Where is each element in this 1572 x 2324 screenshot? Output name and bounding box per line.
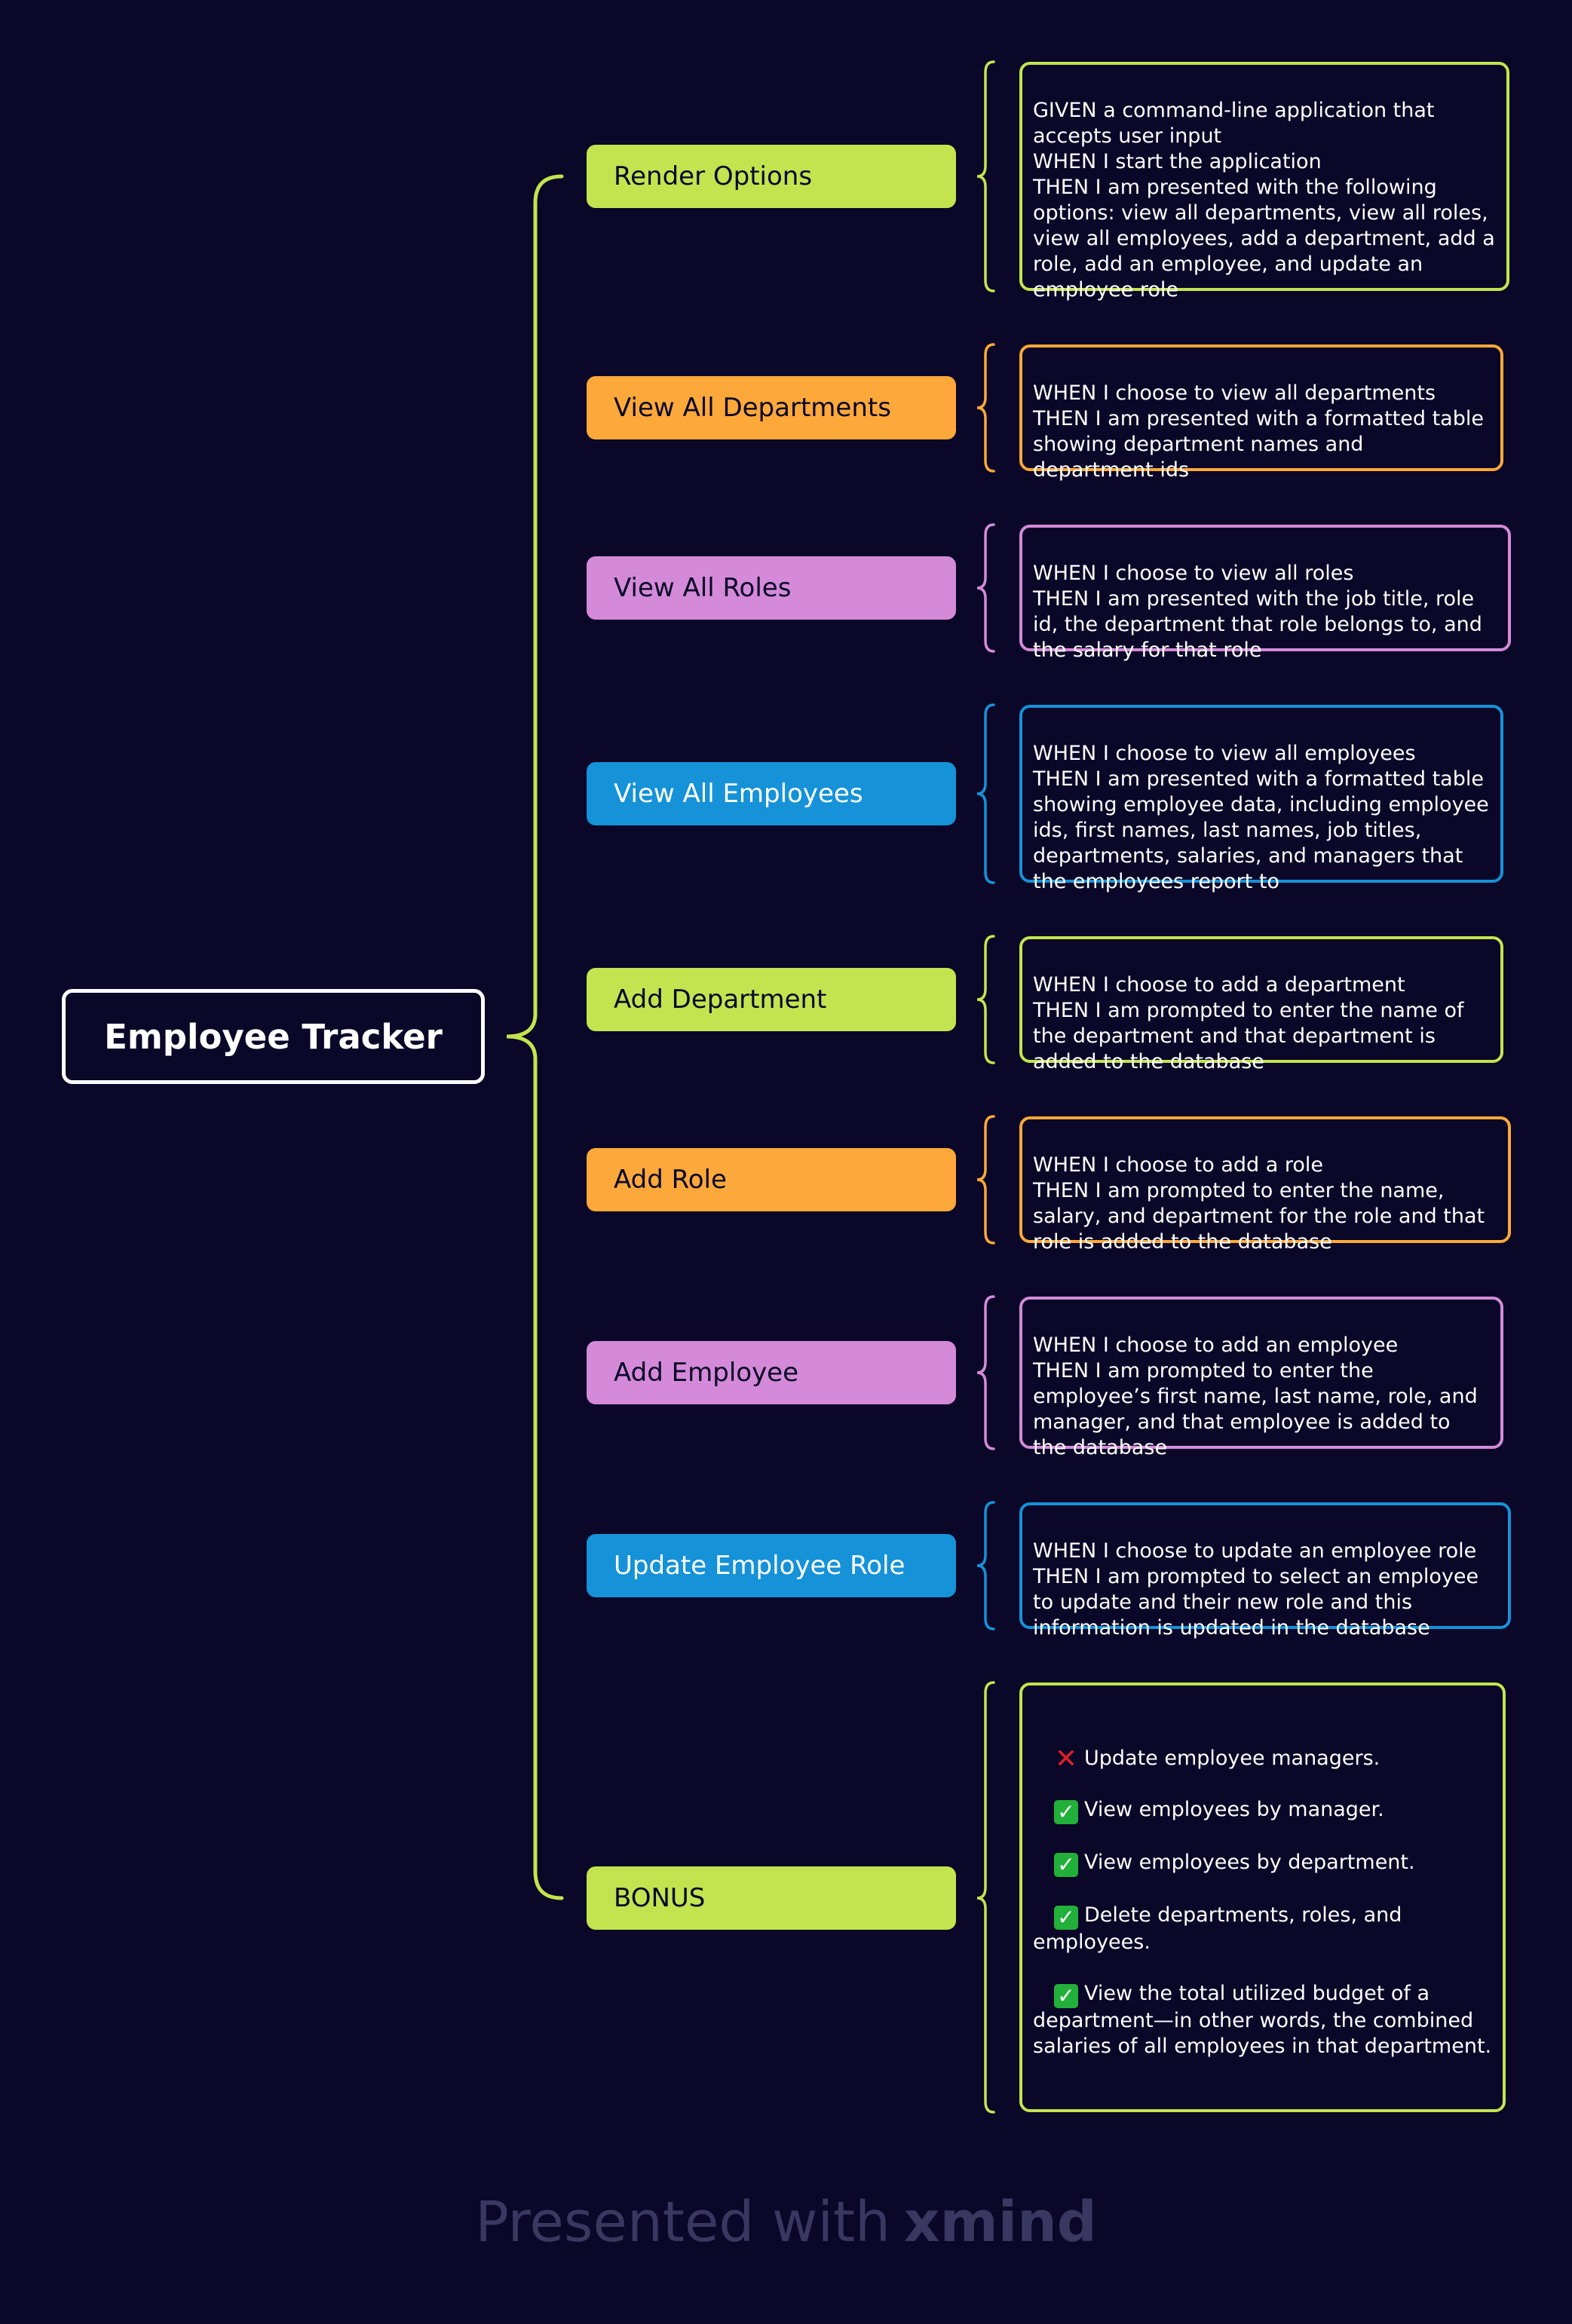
green-checkmark-icon: ✓ bbox=[1054, 1853, 1078, 1877]
detail-view-all-departments[interactable]: WHEN I choose to view all departments TH… bbox=[1019, 344, 1503, 482]
topic-add-role[interactable]: Add Role bbox=[587, 1148, 956, 1211]
detail-text: WHEN I choose to view all roles THEN I a… bbox=[1033, 562, 1482, 662]
topic-label: Add Department bbox=[614, 984, 827, 1015]
topic-label: View All Roles bbox=[614, 573, 792, 603]
bonus-item-text: Update employee managers. bbox=[1084, 1747, 1380, 1770]
topic-bonus[interactable]: BONUS bbox=[587, 1866, 956, 1930]
bonus-item: ✓ Delete departments, roles, and employee… bbox=[1033, 1903, 1492, 1955]
detail-bracket bbox=[976, 703, 995, 884]
detail-text: WHEN I choose to add a role THEN I am pr… bbox=[1033, 1153, 1485, 1254]
topic-view-all-departments[interactable]: View All Departments bbox=[587, 376, 956, 439]
topic-label: View All Departments bbox=[614, 393, 891, 423]
bonus-item: ✓ View employees by manager. bbox=[1033, 1797, 1492, 1824]
topic-update-employee-role[interactable]: Update Employee Role bbox=[587, 1534, 956, 1597]
bonus-item-text: View employees by department. bbox=[1084, 1851, 1415, 1874]
green-checkmark-icon: ✓ bbox=[1054, 1800, 1078, 1824]
detail-view-all-roles[interactable]: WHEN I choose to view all roles THEN I a… bbox=[1019, 525, 1511, 662]
detail-add-department[interactable]: WHEN I choose to add a department THEN I… bbox=[1019, 936, 1503, 1073]
detail-bracket bbox=[976, 523, 995, 653]
detail-text: WHEN I choose to add a department THEN I… bbox=[1033, 973, 1464, 1073]
footer-watermark: Presented with xmind bbox=[0, 2190, 1572, 2255]
topic-view-all-employees[interactable]: View All Employees bbox=[587, 762, 956, 825]
root-topic-employee-tracker[interactable]: Employee Tracker bbox=[62, 989, 485, 1084]
detail-bracket bbox=[976, 935, 995, 1064]
detail-add-employee[interactable]: WHEN I choose to add an employee THEN I … bbox=[1019, 1297, 1503, 1459]
bonus-item-text: View employees by manager. bbox=[1084, 1798, 1384, 1821]
topic-label: Render Options bbox=[614, 161, 813, 191]
green-checkmark-icon: ✓ bbox=[1054, 1906, 1078, 1930]
detail-render-options[interactable]: GIVEN a command-line application that ac… bbox=[1019, 62, 1509, 302]
red-cross-icon: ✕ bbox=[1054, 1744, 1078, 1774]
bonus-item: ✕ Update employee managers. bbox=[1033, 1744, 1492, 1774]
detail-bonus[interactable]: ✕ Update employee managers. ✓ View employe… bbox=[1019, 1683, 1506, 2112]
detail-text: GIVEN a command-line application that ac… bbox=[1033, 99, 1495, 302]
bonus-list: ✕ Update employee managers. ✓ View employe… bbox=[1033, 1746, 1492, 2059]
detail-update-employee-role[interactable]: WHEN I choose to update an employee role… bbox=[1019, 1502, 1511, 1640]
detail-text: WHEN I choose to view all employees THEN… bbox=[1033, 742, 1489, 893]
detail-bracket bbox=[976, 60, 995, 292]
topic-add-department[interactable]: Add Department bbox=[587, 968, 956, 1031]
topic-add-employee[interactable]: Add Employee bbox=[587, 1341, 956, 1404]
topic-label: Update Employee Role bbox=[614, 1551, 906, 1581]
green-checkmark-icon: ✓ bbox=[1054, 1984, 1078, 2008]
footer-prefix: Presented with bbox=[475, 2190, 890, 2255]
detail-bracket bbox=[976, 1295, 995, 1450]
topic-label: View All Employees bbox=[614, 779, 863, 809]
detail-text: WHEN I choose to add an employee THEN I … bbox=[1033, 1333, 1478, 1459]
main-bracket bbox=[506, 174, 564, 1900]
bonus-item-text: View the total utilized budget of a depa… bbox=[1033, 1982, 1492, 2058]
detail-bracket bbox=[976, 1501, 995, 1630]
bonus-item: ✓ View the total utilized budget of a dep… bbox=[1033, 1981, 1492, 2059]
detail-text: WHEN I choose to update an employee role… bbox=[1033, 1539, 1479, 1640]
bonus-item: ✓ View employees by department. bbox=[1033, 1850, 1492, 1877]
topic-label: Add Role bbox=[614, 1165, 727, 1195]
detail-bracket bbox=[976, 343, 995, 473]
topic-label: Add Employee bbox=[614, 1358, 799, 1388]
topic-view-all-roles[interactable]: View All Roles bbox=[587, 556, 956, 620]
root-topic-label: Employee Tracker bbox=[104, 1016, 443, 1057]
topic-render-options[interactable]: Render Options bbox=[587, 145, 956, 208]
detail-text: WHEN I choose to view all departments TH… bbox=[1033, 381, 1484, 482]
bonus-item-text: Delete departments, roles, and employees… bbox=[1033, 1903, 1402, 1954]
detail-bracket bbox=[976, 1115, 995, 1245]
detail-bracket bbox=[976, 1681, 995, 2114]
detail-view-all-employees[interactable]: WHEN I choose to view all employees THEN… bbox=[1019, 705, 1503, 893]
xmind-logo: xmind bbox=[903, 2190, 1097, 2255]
topic-label: BONUS bbox=[614, 1883, 706, 1913]
detail-add-role[interactable]: WHEN I choose to add a role THEN I am pr… bbox=[1019, 1116, 1511, 1254]
